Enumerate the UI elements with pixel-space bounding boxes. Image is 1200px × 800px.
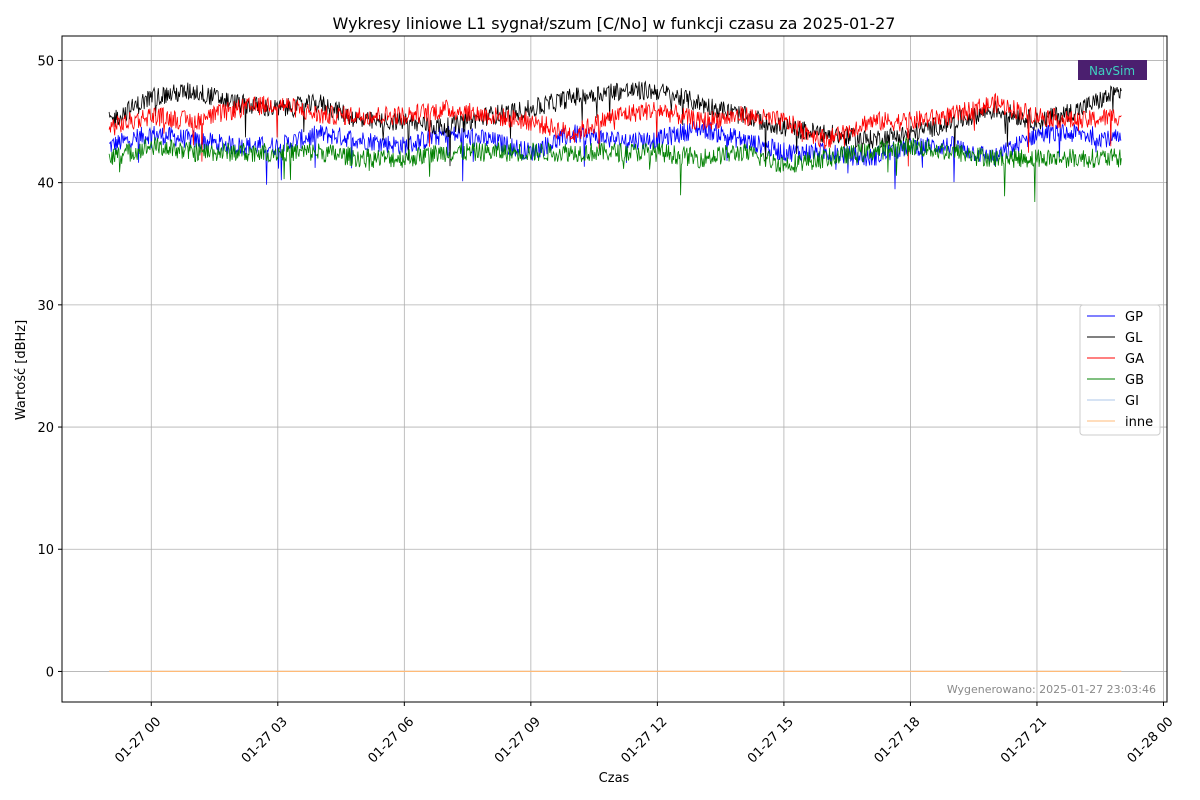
legend-label-inne: inne — [1125, 415, 1153, 430]
series-line-gb — [108, 137, 1122, 203]
series-layer — [108, 80, 1122, 673]
legend-label-gi: GI — [1125, 394, 1139, 409]
legend-label-gl: GL — [1125, 331, 1143, 346]
y-tick-label: 0 — [46, 665, 54, 680]
legend: GP GL GA GB GI inne — [1079, 304, 1161, 436]
y-tick-label: 30 — [37, 299, 54, 314]
x-tick-label: 01-27 03 — [239, 714, 291, 766]
y-tick-label: 40 — [37, 177, 54, 192]
x-tick-label: 01-27 15 — [745, 714, 797, 766]
chart-title: Wykresy liniowe L1 sygnał/szum [C/No] w … — [333, 14, 896, 33]
generated-timestamp: Wygenerowano: 2025-01-27 23:03:46 — [947, 683, 1156, 696]
legend-label-ga: GA — [1125, 352, 1144, 367]
y-tick-label: 20 — [37, 421, 54, 436]
logo-text: NavSim — [1089, 64, 1135, 78]
grid-layer — [62, 36, 1167, 702]
x-tick-label: 01-27 00 — [112, 714, 164, 766]
x-tick-label: 01-27 12 — [618, 714, 670, 766]
legend-label-gp: GP — [1125, 310, 1143, 325]
x-tick-label: 01-27 21 — [998, 714, 1050, 766]
y-tick-label: 10 — [37, 543, 54, 558]
logo: NavSim — [1078, 60, 1147, 80]
x-tick-label: 01-27 09 — [492, 714, 544, 766]
logo-background — [1078, 60, 1147, 80]
series-line-ga — [108, 92, 1122, 167]
x-tick-label: 01-28 00 — [1125, 714, 1177, 766]
legend-label-gb: GB — [1125, 373, 1144, 388]
x-tick-label: 01-27 18 — [872, 714, 924, 766]
y-axis-label: Wartość [dBHz] — [14, 320, 29, 420]
x-axis-label: Czas — [599, 771, 630, 786]
y-tick-label: 50 — [37, 54, 54, 69]
x-tick-label: 01-27 06 — [365, 714, 417, 766]
plot-frame — [61, 35, 1168, 703]
